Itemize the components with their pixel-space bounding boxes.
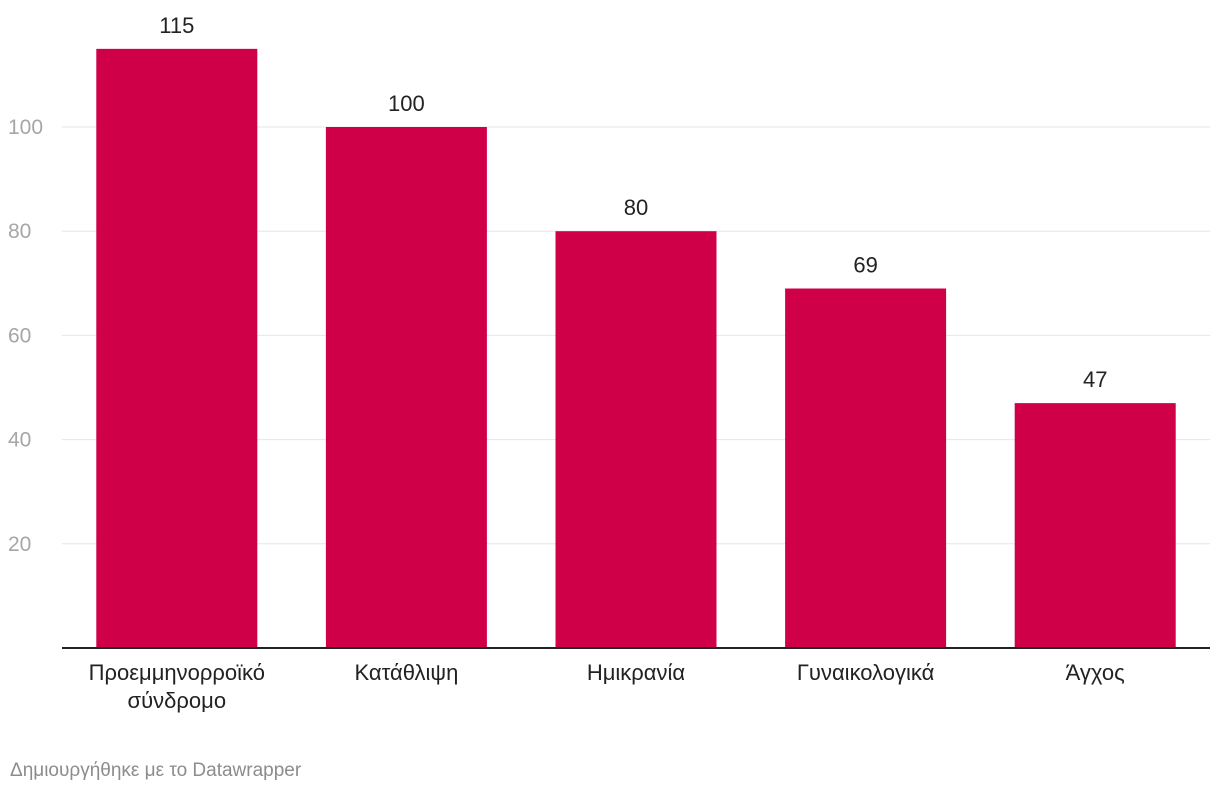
bar	[96, 48, 258, 649]
bar	[785, 288, 947, 648]
bar	[555, 231, 717, 648]
y-tick-label: 20	[8, 533, 31, 556]
x-category-label: Κατάθλιψη	[354, 660, 458, 685]
x-category-label-line: σύνδρομο	[128, 688, 227, 713]
x-category-label-line: Προεμμηνορροϊκό	[89, 660, 265, 685]
x-category-label-line: Κατάθλιψη	[354, 660, 458, 685]
x-category-label: Ημικρανία	[587, 660, 686, 685]
x-category-label-line: Ημικρανία	[587, 660, 686, 685]
bar	[1014, 403, 1176, 648]
y-tick-label: 80	[8, 220, 31, 243]
y-tick-label: 100	[8, 116, 43, 139]
bar-chart: 20 40 60 80 100 115 Προεμμηνορροϊκό σύνδρομο 100…	[8, 13, 1210, 713]
bar-value-label: 47	[1083, 367, 1107, 392]
x-category-label: Άγχος	[1066, 660, 1125, 685]
y-tick-label: 40	[8, 429, 31, 452]
x-category-label-line: Γυναικολογικά	[797, 660, 935, 685]
datawrapper-credit: Δημιουργήθηκε με το Datawrapper	[10, 760, 302, 781]
bar-value-label: 100	[388, 91, 425, 116]
x-category-label: Προεμμηνορροϊκό σύνδρομο	[89, 660, 265, 713]
y-tick-label: 60	[8, 324, 31, 347]
bar-value-label: 80	[624, 195, 648, 220]
x-category-label-line: Άγχος	[1066, 660, 1125, 685]
bar-value-label: 69	[853, 253, 877, 278]
x-category-label: Γυναικολογικά	[797, 660, 935, 685]
bar	[325, 127, 487, 648]
bar-value-label: 115	[159, 13, 194, 38]
